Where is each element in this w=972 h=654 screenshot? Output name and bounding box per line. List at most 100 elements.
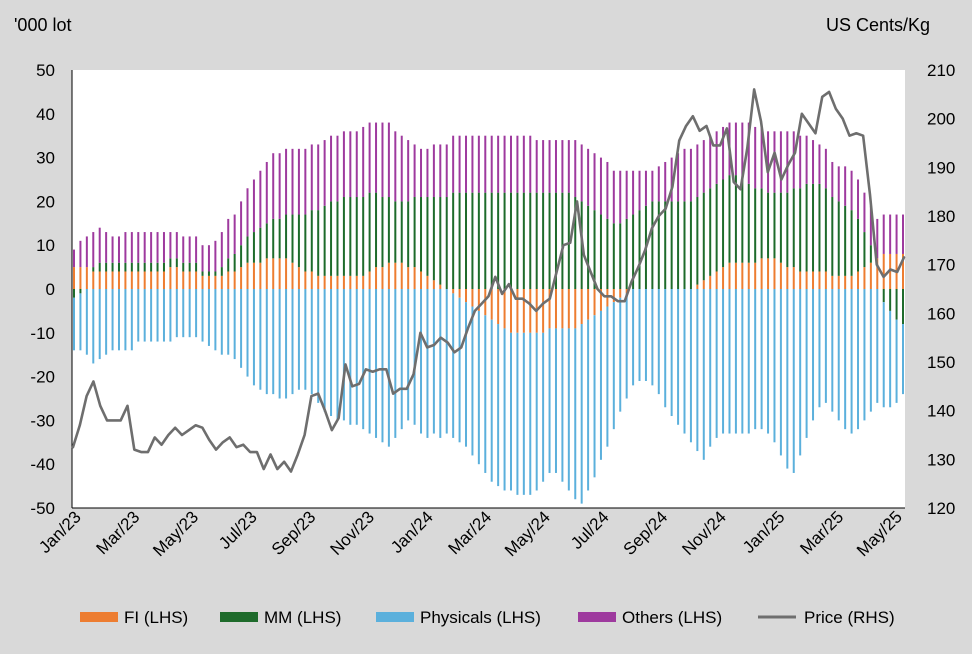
left-axis-ticks: 50 40 30 20 10 0 -10 -20 -30 -40 -50 xyxy=(30,61,55,518)
bar-fi xyxy=(105,271,108,289)
bar-phys xyxy=(426,289,429,438)
bar-fi xyxy=(336,275,339,289)
bar-others xyxy=(664,161,667,202)
bar-fi xyxy=(387,262,390,289)
bar-others xyxy=(452,135,455,193)
bar-mm xyxy=(902,289,904,325)
bar-fi xyxy=(368,271,371,289)
bar-phys xyxy=(310,289,313,395)
bar-fi xyxy=(272,258,275,289)
bar-mm xyxy=(651,201,654,289)
bar-mm xyxy=(857,218,860,272)
bar-others xyxy=(574,140,577,198)
bar-mm xyxy=(850,210,853,276)
bar-mm xyxy=(73,289,75,298)
bar-fi xyxy=(426,275,429,289)
bar-others xyxy=(182,236,185,263)
bar-others xyxy=(657,166,660,202)
bar-fi xyxy=(413,267,416,289)
legend-others-label: Others (LHS) xyxy=(622,608,722,627)
bar-others xyxy=(535,140,538,193)
bar-fi xyxy=(812,271,815,289)
bar-fi xyxy=(73,267,75,289)
bar-fi xyxy=(882,253,885,289)
bar-phys xyxy=(413,289,416,425)
bar-mm xyxy=(863,232,866,268)
left-axis-title: '000 lot xyxy=(14,15,71,35)
bar-phys xyxy=(664,289,667,408)
x-tick-label: Jul/23 xyxy=(215,507,261,553)
bar-mm xyxy=(387,197,390,263)
bar-phys xyxy=(612,302,615,430)
bar-others xyxy=(529,135,532,193)
bar-others xyxy=(265,161,268,224)
bar-fi xyxy=(850,275,853,289)
bar-phys xyxy=(233,289,236,360)
bar-phys xyxy=(124,289,127,351)
bar-mm xyxy=(362,197,365,276)
bar-others xyxy=(754,126,757,189)
bar-mm xyxy=(632,214,635,289)
bar-fi xyxy=(452,289,455,294)
bar-phys xyxy=(407,289,410,421)
x-tick-label: May/25 xyxy=(853,507,906,560)
left-tick-label: -40 xyxy=(30,455,55,474)
legend-mm-swatch xyxy=(220,612,258,622)
bar-fi xyxy=(458,289,461,298)
bar-phys xyxy=(490,319,493,482)
bar-fi xyxy=(554,289,557,329)
bar-phys xyxy=(439,289,442,438)
legend-phys-label: Physicals (LHS) xyxy=(420,608,541,627)
bar-mm xyxy=(812,183,815,272)
bar-fi xyxy=(484,289,487,316)
bar-phys xyxy=(561,328,564,482)
bar-mm xyxy=(291,214,294,263)
bar-mm xyxy=(792,188,795,268)
bar-others xyxy=(413,144,416,198)
bar-mm xyxy=(188,262,191,272)
x-tick-label: Mar/24 xyxy=(444,507,495,558)
bar-others xyxy=(355,131,358,198)
bar-others xyxy=(509,135,512,193)
bar-fi xyxy=(477,289,480,311)
bar-phys xyxy=(336,289,339,421)
bar-mm xyxy=(889,289,892,311)
bar-fi xyxy=(175,267,178,289)
left-tick-label: 0 xyxy=(46,280,55,299)
bar-others xyxy=(246,188,249,237)
x-axis-ticks: Jan/23 Mar/23 May/23 Jul/23 Sep/23 Nov/23 Jan/… xyxy=(35,507,906,560)
bar-phys xyxy=(767,289,770,434)
bar-fi xyxy=(124,271,127,289)
bar-phys xyxy=(375,289,378,438)
bar-others xyxy=(156,232,159,263)
bar-others xyxy=(85,236,88,268)
bar-phys xyxy=(670,289,673,417)
bar-others xyxy=(162,232,165,263)
x-tick-label: Mar/25 xyxy=(796,507,847,558)
bar-fi xyxy=(240,267,243,289)
bar-others xyxy=(477,135,480,193)
bar-others xyxy=(105,232,108,263)
bar-mm xyxy=(831,197,834,276)
bar-mm xyxy=(728,175,731,263)
bar-phys xyxy=(799,289,802,456)
bar-mm xyxy=(285,214,288,259)
bar-mm xyxy=(722,179,725,268)
bar-fi xyxy=(831,275,834,289)
x-tick-label: Jul/24 xyxy=(567,507,613,553)
bar-mm xyxy=(561,192,564,289)
bar-others xyxy=(773,131,776,193)
bar-others xyxy=(432,144,435,198)
bar-others xyxy=(117,236,120,263)
bar-phys xyxy=(330,289,333,417)
bar-fi xyxy=(844,275,847,289)
bar-others xyxy=(175,232,178,259)
bar-others xyxy=(876,218,879,259)
x-tick-label: Sep/24 xyxy=(620,507,672,559)
bars-group xyxy=(73,122,904,504)
bar-others xyxy=(561,140,564,193)
bar-mm xyxy=(111,262,114,272)
bar-phys xyxy=(452,293,455,438)
bar-mm xyxy=(105,262,108,272)
bar-others xyxy=(400,135,403,202)
